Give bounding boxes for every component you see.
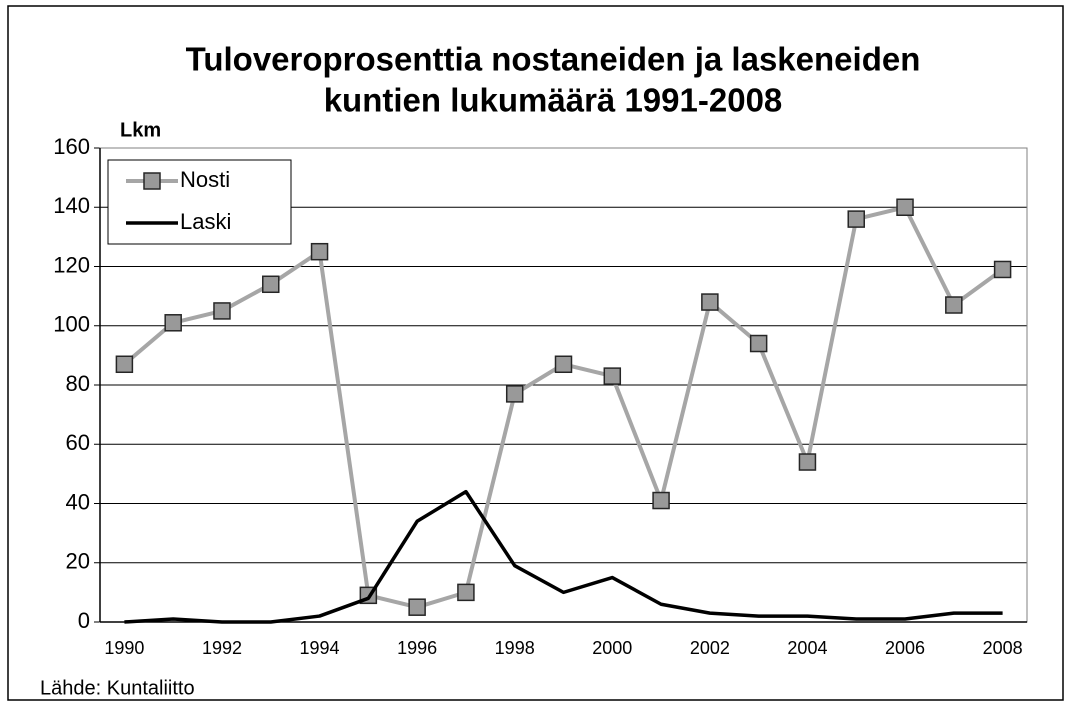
y-tick-label: 20	[66, 549, 90, 574]
series-marker	[115, 355, 134, 374]
series-marker	[798, 453, 817, 471]
source-note: Lähde: Kuntaliitto	[40, 677, 195, 699]
series-marker	[164, 314, 182, 332]
series-marker	[262, 275, 280, 294]
x-tick-label: 1992	[202, 638, 242, 658]
series-marker	[554, 355, 573, 374]
legend-marker	[143, 172, 161, 190]
series-marker	[701, 293, 719, 311]
x-tick-label: 1990	[104, 638, 144, 658]
y-tick-label: 80	[66, 371, 90, 396]
y-tick-label: 60	[66, 430, 90, 455]
series-marker	[408, 598, 426, 616]
x-tick-label: 2008	[983, 638, 1023, 658]
x-tick-label: 2002	[690, 638, 730, 658]
x-tick-label: 1998	[495, 638, 535, 658]
series-marker	[603, 367, 622, 385]
legend-label: Nosti	[180, 167, 230, 192]
series-marker	[749, 334, 768, 353]
series-marker	[652, 491, 670, 510]
y-tick-label: 40	[66, 489, 90, 514]
series-marker	[310, 242, 329, 261]
x-tick-label: 1994	[300, 638, 340, 658]
x-tick-label: 2004	[787, 638, 827, 658]
series-marker	[945, 296, 963, 314]
y-axis-label: Lkm	[120, 119, 161, 141]
series-marker	[213, 302, 231, 320]
series-line	[124, 489, 1003, 624]
series-marker	[896, 198, 914, 216]
y-tick-label: 100	[53, 312, 90, 337]
x-tick-label: 2006	[885, 638, 925, 658]
legend-box	[107, 159, 292, 245]
legend-label: Laski	[180, 209, 231, 234]
chart-title: kuntien lukumäärä 1991-2008	[324, 82, 783, 119]
series-marker	[457, 583, 475, 602]
y-tick-label: 160	[53, 134, 90, 159]
chart-frame	[7, 5, 1064, 701]
y-tick-label: 120	[53, 252, 90, 277]
chart-title: Tuloveroprosenttia nostaneiden ja lasken…	[186, 41, 921, 78]
y-tick-label: 0	[78, 608, 90, 633]
series-marker	[993, 260, 1012, 279]
y-tick-label: 140	[53, 193, 90, 218]
series-marker	[505, 385, 524, 403]
x-tick-label: 2000	[592, 638, 632, 658]
x-tick-label: 1996	[397, 638, 437, 658]
series-marker	[847, 210, 865, 228]
